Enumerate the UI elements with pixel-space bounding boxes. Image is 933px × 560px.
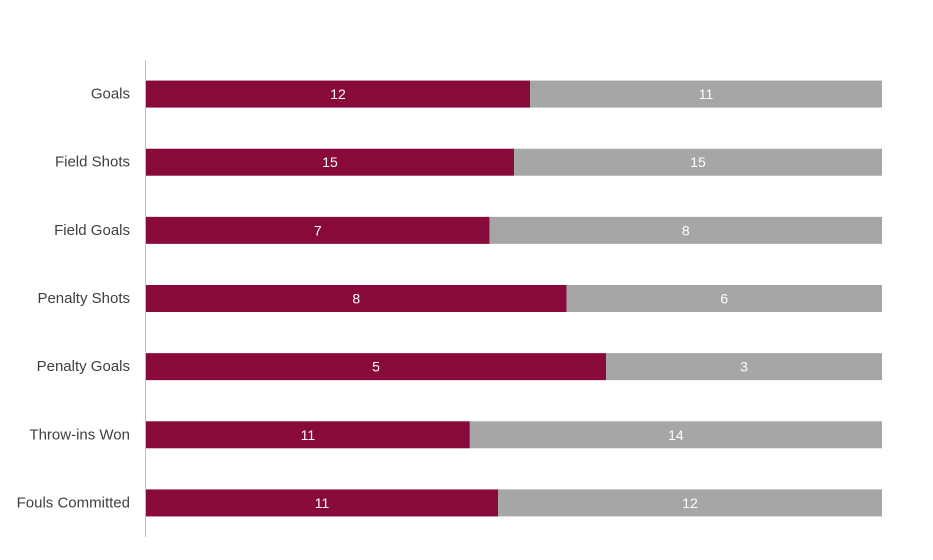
- data-label-series-1-field-shots: 15: [322, 154, 338, 170]
- data-label-series-1-penalty-goals: 5: [372, 359, 380, 375]
- bar-series-2-field-goals: [489, 216, 882, 244]
- category-label-field-goals: Field Goals: [54, 222, 130, 239]
- data-label-series-1-throw-ins-won: 11: [301, 427, 316, 443]
- data-label-series-2-fouls-committed: 12: [682, 495, 698, 511]
- data-label-series-2-goals: 11: [699, 86, 714, 102]
- data-label-series-1-fouls-committed: 11: [315, 495, 330, 511]
- category-label-field-shots: Field Shots: [55, 154, 130, 171]
- bar-series-2-penalty-shots: [566, 285, 882, 312]
- bar-series-1-goals: [146, 80, 530, 108]
- bar-series-1-fouls-committed: [146, 489, 498, 517]
- bar-series-2-field-shots: [514, 148, 882, 176]
- bar-series-1-field-shots: [146, 148, 514, 176]
- category-label-penalty-shots: Penalty Shots: [37, 290, 130, 307]
- category-label-fouls-committed: Fouls Committed: [17, 494, 130, 511]
- data-label-series-2-field-goals: 8: [682, 222, 690, 238]
- bar-series-1-throw-ins-won: [146, 421, 470, 449]
- data-label-series-1-penalty-shots: 8: [352, 291, 360, 307]
- bar-series-2-penalty-goals: [606, 353, 882, 381]
- category-label-penalty-goals: Penalty Goals: [37, 358, 130, 375]
- bars-group: Goals 12 11 Field Shots 15 15 Field Goals 7 8 Pen…: [17, 80, 882, 517]
- bar-series-1-field-goals: [146, 216, 490, 244]
- data-label-series-1-field-goals: 7: [314, 222, 322, 238]
- bar-series-2-throw-ins-won: [469, 421, 882, 449]
- data-label-series-2-penalty-shots: 6: [720, 291, 728, 307]
- bar-series-2-fouls-committed: [498, 489, 882, 517]
- bar-series-1-penalty-shots: [146, 285, 567, 312]
- bar-series-1-penalty-goals: [146, 353, 606, 381]
- category-label-throw-ins-won: Throw-ins Won: [29, 426, 130, 443]
- data-label-series-2-throw-ins-won: 14: [668, 427, 684, 443]
- data-label-series-1-goals: 12: [330, 86, 346, 102]
- data-label-series-2-penalty-goals: 3: [740, 359, 748, 375]
- category-label-goals: Goals: [91, 86, 130, 103]
- data-label-series-2-field-shots: 15: [690, 154, 706, 170]
- bar-series-2-goals: [530, 80, 882, 108]
